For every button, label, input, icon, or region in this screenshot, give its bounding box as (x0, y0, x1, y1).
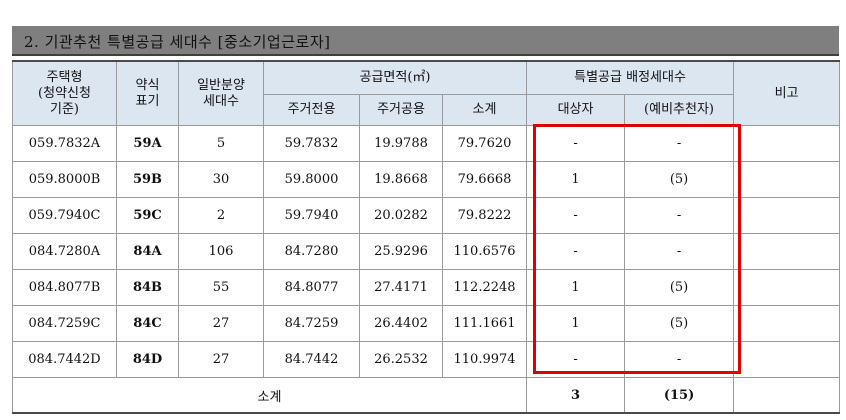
table-row: 084.8077B 84B 55 84.8077 27.4171 112.224… (12, 269, 841, 306)
cell-exclusive: 84.7259 (263, 305, 360, 342)
subtotal-row: 소계 3 (15) (11, 377, 841, 414)
cell-remarks (733, 125, 841, 162)
subtotal-label: 소계 (11, 377, 528, 414)
cell-units: 106 (178, 233, 264, 270)
header-special-alloc: 특별공급 배정세대수 (526, 60, 735, 95)
cell-abbr: 84B (116, 269, 179, 306)
cell-common: 26.2532 (359, 341, 443, 378)
cell-total: 110.9974 (441, 341, 528, 378)
cell-type: 084.7280A (12, 233, 117, 270)
cell-type: 059.7832A (12, 125, 117, 162)
cell-type: 059.8000B (12, 161, 117, 198)
header-supply-area: 공급면적(㎡) (262, 60, 528, 95)
header-common: 주거공용 (359, 94, 443, 126)
section-title: 2. 기관추천 특별공급 세대수 [중소기업근로자] (24, 33, 331, 51)
cell-units: 27 (178, 341, 264, 378)
cell-exclusive: 84.7442 (263, 341, 360, 378)
cell-common: 26.4402 (359, 305, 443, 342)
cell-remarks (733, 233, 841, 270)
cell-reserve: - (624, 197, 735, 234)
cell-remarks (733, 341, 841, 378)
cell-units: 5 (178, 125, 264, 162)
cell-units: 27 (178, 305, 264, 342)
table-row: 059.8000B 59B 30 59.8000 19.8668 79.6668… (12, 161, 841, 198)
table-row: 084.7280A 84A 106 84.7280 25.9296 110.65… (12, 233, 841, 270)
cell-total: 79.8222 (441, 197, 528, 234)
header-general-units: 일반분양 세대수 (178, 60, 264, 126)
subtotal-target: 3 (526, 377, 626, 414)
cell-exclusive: 59.7832 (263, 125, 360, 162)
cell-exclusive: 84.8077 (263, 269, 360, 306)
header-housing-type: 주택형 (청약신청 기준) (12, 60, 117, 126)
special-supply-table: 주택형 (청약신청 기준) 약식 표기 일반분양 세대수 공급면적(㎡) 특별공… (11, 60, 841, 414)
cell-abbr: 84A (116, 233, 179, 270)
cell-type: 084.7442D (12, 341, 117, 378)
cell-remarks (733, 197, 841, 234)
cell-abbr: 84D (116, 341, 179, 378)
cell-abbr: 59B (116, 161, 179, 198)
section-title-bar: 2. 기관추천 특별공급 세대수 [중소기업근로자] (12, 26, 839, 56)
cell-reserve: (5) (624, 269, 735, 306)
header-remarks: 비고 (733, 60, 841, 126)
cell-total: 79.7620 (441, 125, 528, 162)
cell-type: 059.7940C (12, 197, 117, 234)
header-subtotal: 소계 (441, 94, 528, 126)
cell-units: 55 (178, 269, 264, 306)
cell-exclusive: 59.8000 (263, 161, 360, 198)
cell-target: 1 (526, 269, 626, 306)
header-target: 대상자 (526, 94, 626, 126)
cell-type: 084.8077B (12, 269, 117, 306)
cell-remarks (733, 305, 841, 342)
cell-remarks (733, 161, 841, 198)
cell-exclusive: 59.7940 (263, 197, 360, 234)
table-row: 084.7442D 84D 27 84.7442 26.2532 110.997… (12, 341, 841, 378)
subtotal-reserve: (15) (624, 377, 735, 414)
header-exclusive: 주거전용 (263, 94, 360, 126)
subtotal-remarks (733, 377, 841, 414)
cell-remarks (733, 269, 841, 306)
cell-common: 19.8668 (359, 161, 443, 198)
cell-abbr: 59C (116, 197, 179, 234)
cell-abbr: 59A (116, 125, 179, 162)
cell-total: 111.1661 (441, 305, 528, 342)
cell-common: 27.4171 (359, 269, 443, 306)
cell-reserve: (5) (624, 161, 735, 198)
cell-total: 110.6576 (441, 233, 528, 270)
highlight-box (533, 124, 741, 374)
table-row: 084.7259C 84C 27 84.7259 26.4402 111.166… (12, 305, 841, 342)
cell-total: 79.6668 (441, 161, 528, 198)
cell-units: 30 (178, 161, 264, 198)
cell-common: 25.9296 (359, 233, 443, 270)
table-row: 059.7940C 59C 2 59.7940 20.0282 79.8222 … (12, 197, 841, 234)
cell-common: 20.0282 (359, 197, 443, 234)
cell-abbr: 84C (116, 305, 179, 342)
cell-units: 2 (178, 197, 264, 234)
cell-type: 084.7259C (12, 305, 117, 342)
cell-total: 112.2248 (441, 269, 528, 306)
cell-common: 19.9788 (359, 125, 443, 162)
header-abbrev: 약식 표기 (116, 60, 179, 126)
header-reserve: (예비추천자) (624, 94, 735, 126)
cell-exclusive: 84.7280 (263, 233, 360, 270)
